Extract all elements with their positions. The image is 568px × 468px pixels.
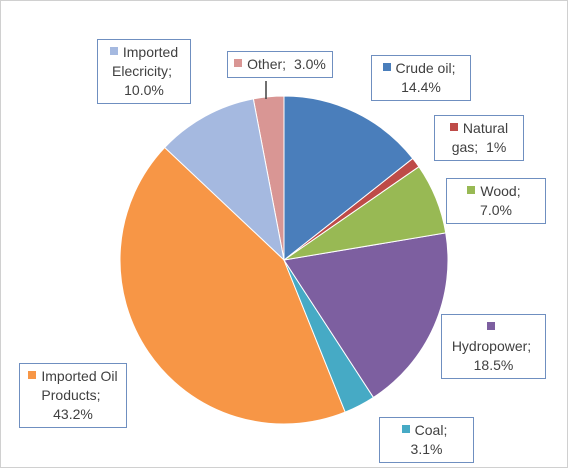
pie-slice xyxy=(163,98,285,262)
label-category: Wood xyxy=(480,183,517,199)
label-marker xyxy=(401,425,410,433)
label-value: 10.0% xyxy=(124,82,164,98)
label-marker xyxy=(234,59,243,67)
label-marker xyxy=(382,63,391,71)
label-marker xyxy=(467,186,476,194)
label-category: Other xyxy=(247,56,283,72)
pie-slice xyxy=(283,95,414,262)
data-label: Natural gas; 1% xyxy=(434,115,524,161)
data-label: Imported Elecricity; 10.0% xyxy=(97,39,191,104)
data-label: Hydropower; 18.5% xyxy=(441,314,546,379)
label-separator: ; xyxy=(282,56,287,72)
label-separator: ; xyxy=(96,387,101,403)
label-category: Imported Elecricity xyxy=(112,44,179,79)
label-value: 7.0% xyxy=(480,202,512,218)
label-value: 3.0% xyxy=(293,56,326,72)
label-separator: ; xyxy=(527,338,532,354)
data-label: Imported Oil Products; 43.2% xyxy=(19,363,127,428)
label-marker xyxy=(109,47,118,55)
label-value: 14.4% xyxy=(401,79,441,95)
data-label: Coal; 3.1% xyxy=(379,417,474,463)
label-marker xyxy=(449,123,458,131)
pie-slice xyxy=(283,232,449,399)
label-category: Hydropower xyxy=(451,338,528,354)
data-label: Other; 3.0% xyxy=(227,51,333,78)
pie-slice xyxy=(119,146,346,425)
label-value: 3.1% xyxy=(410,441,443,457)
label-separator: ; xyxy=(474,139,479,155)
label-category: Imported Oil Products xyxy=(41,368,118,403)
label-value: 1% xyxy=(486,139,507,155)
label-separator: ; xyxy=(443,422,448,438)
label-value: 43.2% xyxy=(53,406,93,422)
label-separator: ; xyxy=(168,63,172,79)
data-label: Wood; 7.0% xyxy=(446,178,546,224)
label-category: Coal xyxy=(414,422,444,438)
label-category: Natural gas xyxy=(451,120,509,155)
data-label: Crude oil; 14.4% xyxy=(371,55,471,101)
label-marker xyxy=(28,371,37,379)
label-separator: ; xyxy=(516,183,521,199)
label-category: Crude oil xyxy=(395,60,452,76)
label-value: 18.5% xyxy=(473,357,514,373)
label-separator: ; xyxy=(451,60,456,76)
label-marker xyxy=(487,322,495,330)
